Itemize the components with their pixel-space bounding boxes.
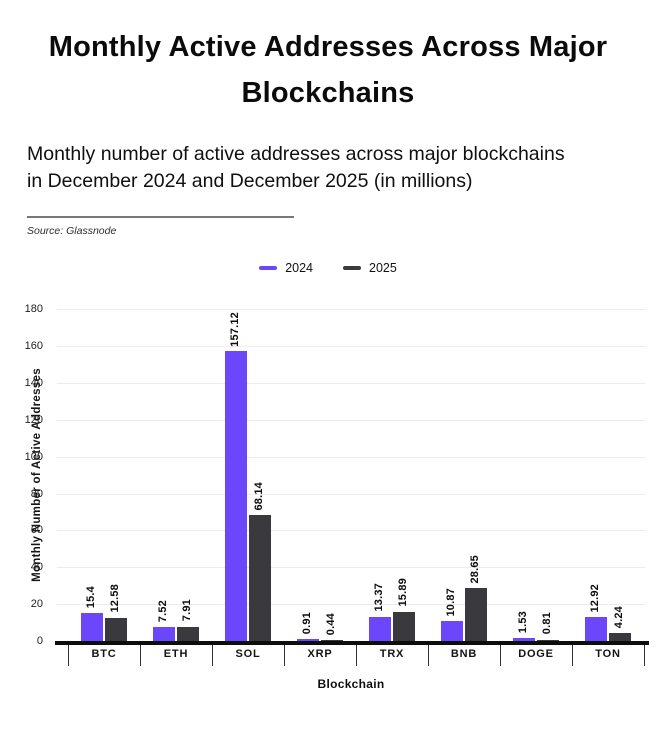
bar-2025-XRP: [321, 640, 343, 642]
x-category-label-BTC: BTC: [91, 648, 117, 661]
y-tick-label: 0: [36, 635, 43, 648]
bar-value-label: 0.81: [541, 612, 553, 635]
x-category-label-TON: TON: [595, 648, 621, 661]
bar-value-label: 13.37: [373, 582, 385, 612]
x-tick-mark: [428, 645, 429, 667]
x-axis-line: [55, 641, 649, 646]
x-axis-title: Blockchain: [317, 677, 385, 692]
source-divider: [27, 216, 294, 219]
x-tick-mark: [284, 645, 285, 667]
legend-label-2025: 2025: [369, 261, 397, 276]
gridline: [57, 382, 645, 384]
legend-label-2024: 2024: [285, 261, 313, 276]
bar-2025-BNB: [465, 588, 487, 642]
y-tick-label: 80: [30, 487, 43, 500]
chart-subtitle: Monthly number of active addresses acros…: [27, 142, 565, 193]
y-tick-label: 160: [24, 340, 43, 353]
bar-2024-DOGE: [513, 638, 535, 642]
bar-2025-SOL: [249, 515, 271, 642]
bar-2024-TON: [585, 617, 607, 642]
gridline: [57, 456, 645, 458]
bar-2024-TRX: [369, 616, 391, 642]
legend-swatch-2025: [343, 266, 361, 271]
y-tick-label: 180: [24, 303, 43, 316]
y-tick-label: 40: [30, 561, 43, 574]
bar-2024-SOL: [225, 351, 247, 642]
source-credit: Source: Glassnode: [27, 225, 117, 238]
y-tick-label: 20: [30, 598, 43, 611]
y-tick-label: 120: [24, 413, 43, 426]
x-category-label-ETH: ETH: [163, 648, 189, 661]
bar-value-label: 0.91: [301, 612, 313, 635]
bar-2025-BTC: [105, 617, 127, 642]
x-tick-mark: [644, 645, 645, 667]
bar-2025-DOGE: [537, 639, 559, 642]
x-category-label-BNB: BNB: [450, 648, 478, 661]
bar-chart: Monthly Number of Active Addresses 0 20 40…: [0, 285, 656, 705]
y-tick-label: 60: [30, 524, 43, 537]
bar-value-label: 0.44: [325, 612, 337, 636]
bar-2025-ETH: [177, 626, 199, 642]
x-tick-mark: [572, 645, 573, 667]
gridline: [57, 346, 645, 348]
y-axis-ticks: 0 20 40 60 80 100 120 140 160 180: [0, 303, 50, 647]
x-tick-mark: [68, 645, 69, 667]
gridline: [57, 567, 645, 569]
x-category-label-DOGE: DOGE: [518, 648, 554, 661]
bar-value-label: 7.52: [157, 600, 169, 623]
bar-2024-BTC: [81, 612, 103, 642]
bar-value-label: 15.4: [85, 585, 97, 608]
gridline: [57, 493, 645, 495]
page-title: Monthly Active Addresses Across Major Bl…: [48, 31, 608, 110]
bar-value-label: 68.14: [253, 481, 265, 511]
bar-value-label: 12.92: [589, 583, 601, 613]
y-tick-label: 140: [24, 376, 43, 389]
bar-value-label: 1.53: [517, 611, 529, 634]
bar-value-label: 7.91: [181, 599, 193, 622]
gridline: [57, 419, 645, 421]
x-category-label-SOL: SOL: [235, 648, 261, 661]
bar-value-label: 28.65: [469, 554, 481, 584]
bar-2025-TRX: [393, 611, 415, 642]
bar-value-label: 10.87: [445, 587, 457, 617]
bar-value-label: 4.24: [613, 606, 625, 629]
bar-value-label: 12.58: [109, 584, 121, 613]
bar-2024-ETH: [153, 627, 175, 642]
gridline: [57, 309, 645, 311]
bar-value-label: 15.89: [397, 578, 409, 607]
y-tick-label: 100: [24, 450, 43, 463]
plot-area: 15.4 12.58 7.52 7.91 157.12 68.14 0.91 0.44 13.3…: [57, 309, 645, 642]
bar-value-label: 157.12: [229, 311, 241, 347]
legend-item-2024: 2024: [259, 261, 313, 275]
bar-2024-BNB: [441, 621, 463, 642]
x-tick-mark: [212, 645, 213, 667]
bar-2024-XRP: [297, 639, 319, 642]
gridline: [57, 604, 645, 606]
bar-2025-TON: [609, 633, 631, 642]
x-tick-mark: [140, 645, 141, 667]
gridline: [57, 530, 645, 532]
x-category-label-XRP: XRP: [307, 648, 333, 661]
legend-item-2025: 2025: [343, 261, 397, 275]
legend-swatch-2024: [259, 266, 278, 271]
x-tick-mark: [500, 645, 501, 667]
legend: 2024 2025: [0, 261, 656, 275]
x-tick-mark: [356, 645, 357, 667]
x-category-label-TRX: TRX: [379, 648, 405, 661]
